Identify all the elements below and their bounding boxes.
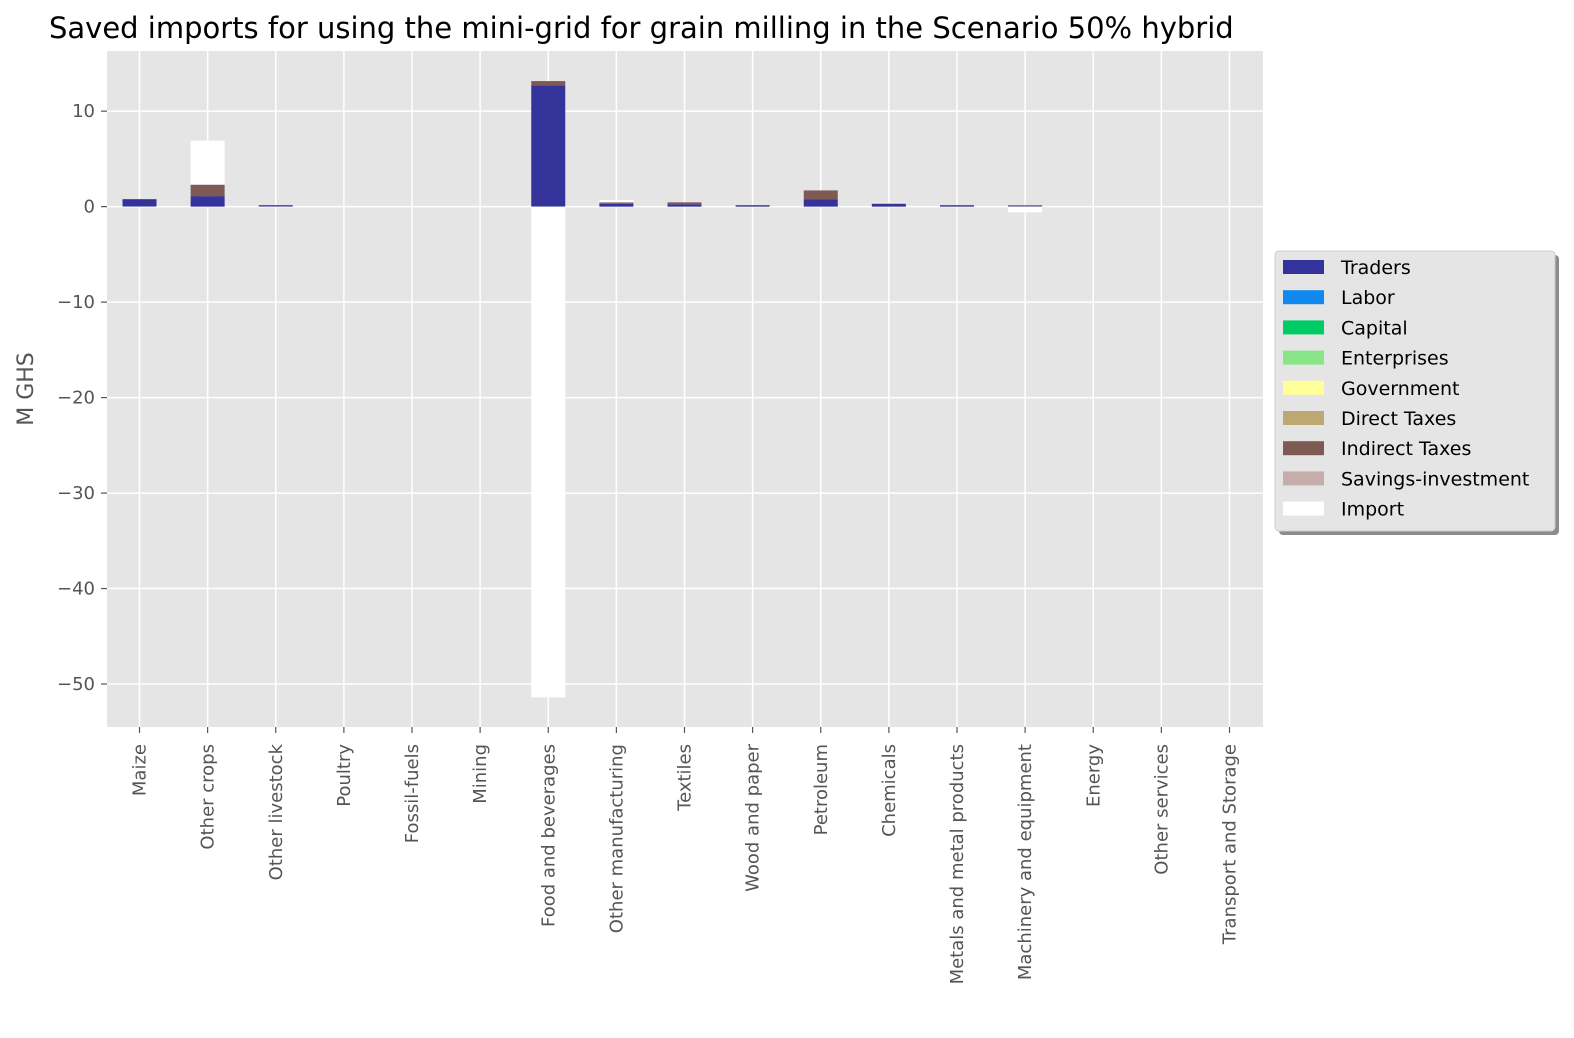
- bar-segment: [1008, 206, 1043, 207]
- bar-segment: [940, 205, 974, 207]
- legend-swatch: [1283, 380, 1324, 395]
- bar-segment: [803, 190, 838, 200]
- bar-segment: [599, 203, 634, 207]
- bar-segment: [122, 199, 157, 207]
- bar-segment: [531, 85, 566, 207]
- legend-label: Savings-investment: [1341, 468, 1529, 490]
- x-axis-ticks: Maize Other crops Other livestock Poultry Fo…: [130, 727, 1241, 984]
- bar-segment: [190, 196, 225, 207]
- x-tick-label: Other livestock: [266, 743, 287, 880]
- bar-segment: [122, 198, 157, 200]
- bar-segment: [803, 199, 838, 207]
- x-tick-label: Chemicals: [879, 744, 900, 837]
- x-tick-label: Metals and metal products: [947, 744, 968, 984]
- legend-box: [1274, 250, 1556, 532]
- x-tick-label: Other services: [1151, 744, 1172, 875]
- x-tick-label: Other crops: [198, 744, 219, 850]
- bar-segment: [871, 203, 906, 205]
- y-tick-label: 0: [84, 197, 95, 218]
- legend-swatch: [1283, 320, 1324, 335]
- legend-swatch: [1283, 501, 1324, 516]
- y-tick-label: −30: [57, 483, 95, 504]
- chart-title: Saved imports for using the mini-grid fo…: [49, 11, 1234, 45]
- y-axis-label: M GHS: [14, 352, 39, 426]
- x-tick-label: Maize: [130, 744, 151, 796]
- legend-label: Capital: [1341, 317, 1408, 339]
- x-tick-label: Food and beverages: [538, 744, 559, 927]
- y-tick-label: −10: [57, 292, 95, 313]
- y-tick-label: −40: [57, 579, 95, 600]
- bar-segment: [190, 184, 225, 197]
- bar-segment: [599, 199, 634, 203]
- legend: Traders Labor Capital Enterprises Government…: [1274, 250, 1559, 535]
- legend-swatch: [1283, 290, 1324, 305]
- legend-swatch: [1283, 411, 1324, 425]
- legend-label: Import: [1341, 499, 1404, 521]
- bar-segment: [871, 203, 906, 207]
- bar-segment: [122, 206, 157, 208]
- bars: [122, 81, 1043, 698]
- legend-swatch: [1283, 350, 1324, 365]
- bar-segment: [735, 205, 770, 207]
- bar-segment: [871, 202, 906, 204]
- bar-segment: [667, 202, 702, 205]
- x-tick-label: Poultry: [334, 744, 355, 807]
- bar-segment: [190, 140, 225, 185]
- y-tick-label: −20: [57, 388, 95, 409]
- legend-label: Government: [1341, 378, 1460, 400]
- x-tick-label: Machinery and equipment: [1015, 744, 1036, 980]
- legend-swatch: [1283, 441, 1324, 456]
- y-tick-label: −50: [57, 674, 95, 695]
- x-tick-label: Energy: [1083, 744, 1104, 807]
- x-tick-label: Petroleum: [811, 744, 832, 835]
- bar-segment: [1008, 206, 1043, 213]
- bar-segment: [258, 206, 293, 208]
- legend-label: Labor: [1341, 287, 1395, 309]
- x-tick-label: Transport and Storage: [1220, 744, 1241, 945]
- y-tick-label: 10: [72, 101, 95, 122]
- legend-swatch: [1283, 471, 1324, 486]
- bar-segment: [667, 204, 702, 207]
- bar-segment: [1008, 205, 1043, 207]
- x-tick-label: Textiles: [675, 744, 696, 812]
- bar-segment: [599, 202, 634, 204]
- bar-segment: [531, 206, 566, 698]
- bar-segment: [258, 205, 293, 207]
- legend-label: Enterprises: [1341, 348, 1449, 370]
- legend-label: Traders: [1340, 257, 1411, 279]
- bar-segment: [531, 81, 566, 86]
- y-axis-ticks: 10 0 −10 −20 −30 −40 −50: [57, 101, 107, 695]
- legend-swatch: [1283, 260, 1324, 274]
- x-tick-label: Other manufacturing: [606, 744, 627, 933]
- x-tick-label: Fossil-fuels: [402, 744, 423, 843]
- legend-label: Indirect Taxes: [1341, 438, 1471, 460]
- x-tick-label: Wood and paper: [743, 743, 764, 891]
- legend-label: Direct Taxes: [1341, 408, 1456, 430]
- x-tick-label: Mining: [470, 744, 491, 804]
